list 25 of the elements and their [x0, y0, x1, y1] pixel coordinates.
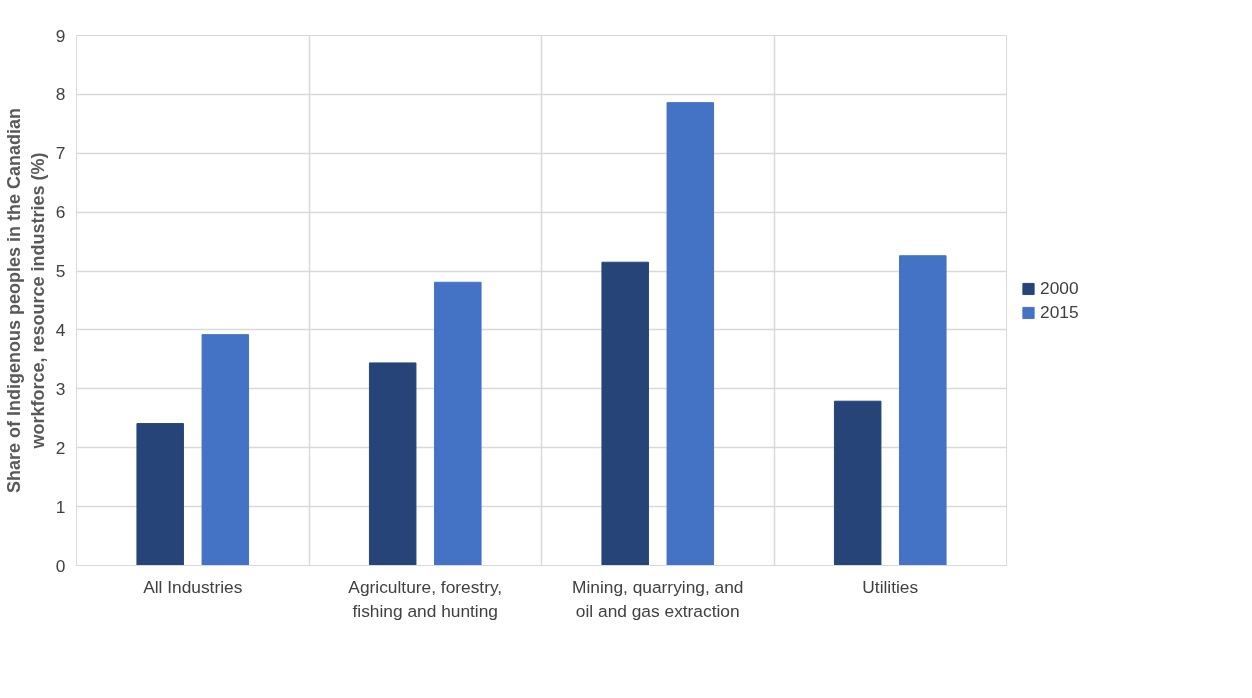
x-tick-label: Utilities: [862, 576, 919, 597]
bar: [136, 423, 184, 566]
x-tick-label: All Industries: [143, 576, 243, 597]
y-tick-label: 4: [55, 319, 66, 340]
bar: [434, 281, 482, 566]
y-axis-title: Share of Indigenous peoples in the Canadian workforce, resource industries (%): [3, 107, 48, 494]
legend-label: 2015: [1040, 301, 1079, 323]
legend-label: 2000: [1040, 277, 1079, 299]
y-tick-label: 3: [55, 378, 66, 399]
bar: [368, 362, 417, 566]
y-tick-label: 5: [55, 261, 66, 282]
x-tick-label: Mining, quarrying, and oil and gas extraction: [572, 576, 744, 621]
bar: [666, 102, 715, 566]
x-tick-label: Agriculture, forestry, fishing and hunting: [348, 576, 503, 621]
y-tick-label: 0: [55, 555, 66, 576]
bar: [833, 400, 882, 566]
bar: [201, 334, 250, 566]
y-tick-label: 7: [55, 143, 66, 164]
bar: [601, 261, 649, 566]
y-tick-label: 9: [55, 25, 66, 46]
y-tick-label: 8: [55, 84, 66, 105]
y-tick-label: 2: [55, 437, 66, 458]
bar: [899, 255, 947, 566]
y-tick-label: 6: [55, 202, 66, 223]
y-tick-label: 1: [55, 496, 66, 517]
